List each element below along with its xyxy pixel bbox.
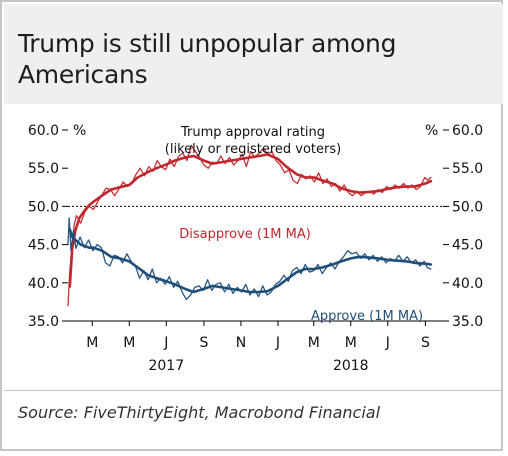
y-tick-label-left: 60.0 (28, 123, 59, 139)
chart-title: Trump approval rating (180, 125, 325, 140)
approve-series-label: Approve (1M MA) (311, 309, 423, 324)
x-tick-label: N (236, 335, 246, 351)
y-tick-label-left: 55.0 (28, 161, 59, 177)
x-tick-label: M (308, 335, 320, 351)
y-unit-left: % (73, 123, 86, 139)
x-tick-label: M (86, 335, 98, 351)
chart-header: Trump is still unpopular among Americans (4, 4, 503, 104)
disapprove-series-label: Disapprove (1M MA) (179, 227, 311, 242)
x-tick-label: J (275, 335, 280, 351)
x-tick-label: S (421, 335, 430, 351)
chart-headline: Trump is still unpopular among Americans (18, 28, 488, 90)
x-tick-label: J (385, 335, 390, 351)
series-line-disapprove-daily (67, 144, 432, 307)
x-year-label: 2017 (148, 358, 184, 374)
series-line-disapprove-1m-ma (68, 153, 433, 288)
x-tick-label: M (345, 335, 357, 351)
y-tick-label-left: 35.0 (28, 314, 59, 330)
headline-line-1: Trump is still unpopular among (18, 29, 397, 58)
y-tick-label-right: 35.0 (452, 314, 483, 330)
chart-card: Trump is still unpopular among Americans… (0, 0, 503, 451)
chart-labels: % % Trump approval rating (likely or reg… (73, 123, 438, 324)
footer-divider (4, 390, 503, 391)
chart-subtitle: (likely or registered voters) (165, 142, 341, 157)
x-tick-label: S (199, 335, 208, 351)
x-year-label: 2018 (333, 358, 369, 374)
x-tick-label: J (163, 335, 168, 351)
y-tick-label-left: 45.0 (28, 238, 59, 254)
y-tick-label-right: 50.0 (452, 199, 483, 215)
x-tick-label: M (123, 335, 135, 351)
y-tick-label-left: 50.0 (28, 199, 59, 215)
series-layer (67, 144, 433, 307)
axes: 35.0 35.0 40.0 40.0 45.0 45.0 50.0 50.0 55.0 55.0… (28, 123, 483, 374)
series-line-approve-daily (67, 217, 432, 301)
headline-line-2: Americans (18, 60, 148, 89)
y-unit-right: % (425, 123, 438, 139)
y-tick-label-left: 40.0 (28, 276, 59, 292)
y-tick-label-right: 45.0 (452, 238, 483, 254)
source-note: Source: FiveThirtyEight, Macrobond Finan… (18, 403, 381, 422)
y-tick-label-right: 55.0 (452, 161, 483, 177)
y-tick-label-right: 60.0 (452, 123, 483, 139)
y-tick-label-right: 40.0 (452, 276, 483, 292)
